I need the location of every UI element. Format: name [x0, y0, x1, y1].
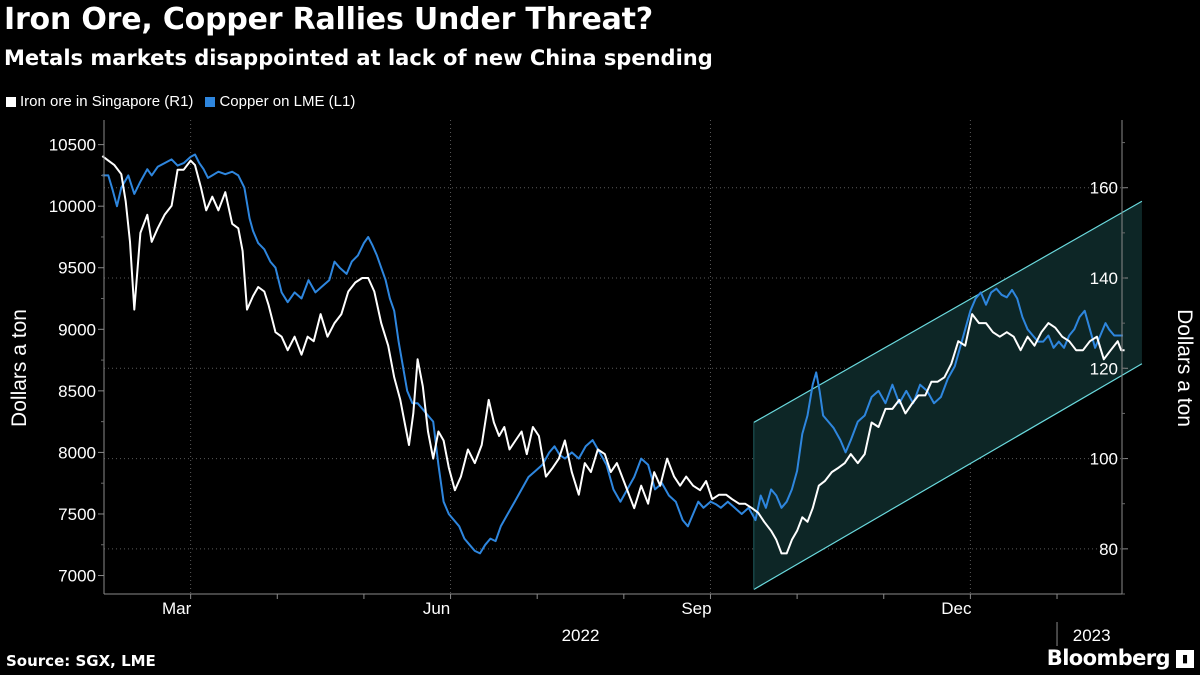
series-line-copper — [102, 153, 1123, 555]
y-tick-label-left: 7000 — [58, 567, 96, 586]
channel-fill — [753, 201, 1142, 590]
series-lines — [101, 153, 1125, 555]
legend-item-iron-ore: Iron ore in Singapore (R1) — [6, 93, 193, 110]
y-tick-label-right: 100 — [1090, 450, 1118, 469]
y-tick-label-left: 8500 — [58, 382, 96, 401]
source-note: Source: SGX, LME — [6, 652, 156, 670]
y-tick-label-right: 80 — [1099, 540, 1118, 559]
legend-item-copper: Copper on LME (L1) — [205, 93, 355, 110]
x-year-label: 2023 — [1073, 626, 1111, 645]
x-tick-label: Jun — [423, 599, 450, 618]
y-tick-label-left: 9000 — [58, 320, 96, 339]
y-axis-label-right: Dollars a ton — [1173, 309, 1196, 427]
y-tick-label-right: 160 — [1090, 179, 1118, 198]
y-tick-label-left: 10000 — [49, 197, 96, 216]
legend: Iron ore in Singapore (R1) Copper on LME… — [6, 93, 367, 110]
x-tick-label: Mar — [162, 599, 192, 618]
trend-channel — [753, 200, 1143, 591]
y-tick-label-left: 7500 — [58, 505, 96, 524]
tick-labels: 7000 7500 8000 8500 9000 9500 10000 10500 80 100 1… — [49, 136, 1118, 645]
legend-swatch-copper — [205, 96, 216, 107]
y-axis-label-left: Dollars a ton — [8, 309, 31, 427]
y-tick-label-left: 9500 — [58, 259, 96, 278]
chart-subtitle: Metals markets disappointed at lack of n… — [4, 46, 713, 70]
chart-title: Iron Ore, Copper Rallies Under Threat? — [4, 2, 653, 37]
channel-lower-line — [753, 363, 1143, 591]
y-tick-label-right: 140 — [1090, 269, 1118, 288]
legend-label-copper: Copper on LME (L1) — [219, 93, 356, 110]
y-tick-label-left: 8000 — [58, 443, 96, 462]
bloomberg-icon: ▮ — [1176, 650, 1194, 668]
y-tick-label-right: 120 — [1090, 359, 1118, 378]
series-line-iron-ore — [101, 155, 1125, 555]
legend-swatch-iron-ore — [6, 96, 16, 107]
brand-logo: Bloomberg — [1046, 646, 1171, 670]
y-tick-label-left: 10500 — [49, 136, 96, 155]
legend-label-iron-ore: Iron ore in Singapore (R1) — [20, 93, 194, 110]
axes — [98, 120, 1128, 646]
x-tick-label: Dec — [941, 599, 972, 618]
x-year-label: 2022 — [562, 626, 600, 645]
x-tick-label: Sep — [681, 599, 711, 618]
